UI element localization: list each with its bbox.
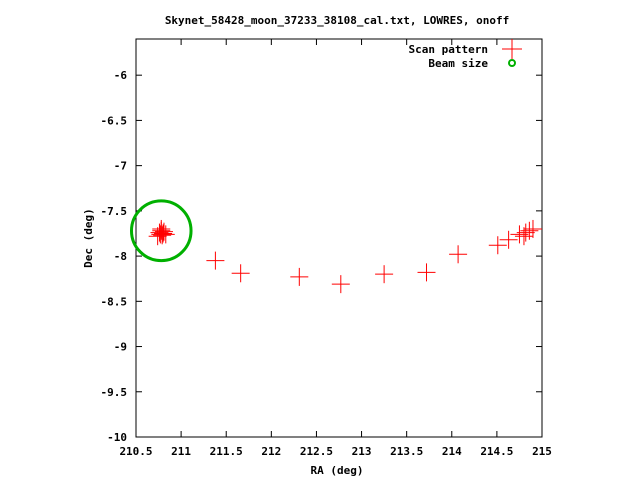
x-tick-label: 210.5 <box>119 445 152 458</box>
scan-point <box>290 267 309 286</box>
x-tick-label: 212 <box>261 445 281 458</box>
scan-point <box>516 223 535 242</box>
scan-point <box>417 263 436 282</box>
scan-point <box>523 219 542 238</box>
beam-circle <box>129 199 193 263</box>
legend-label-beam-size: Beam size <box>428 57 488 70</box>
scan-pattern-series <box>148 219 542 294</box>
scan-point <box>156 225 175 244</box>
x-axis: 210.5 211 211.5 212 212.5 213 213.5 214 214.5 215 <box>119 39 552 458</box>
y-tick-label: -9.5 <box>101 386 128 399</box>
x-tick-label: 211 <box>171 445 191 458</box>
chart-title: Skynet_58428_moon_37233_38108_cal.txt, L… <box>165 14 509 27</box>
y-tick-label: -6 <box>114 69 128 82</box>
beam-size-series <box>129 199 193 263</box>
scan-point <box>520 221 539 240</box>
scan-point <box>206 251 225 270</box>
x-axis-label: RA (deg) <box>311 464 364 477</box>
plot-frame <box>135 38 543 438</box>
scan-point <box>154 224 173 243</box>
legend-marker-scan-pattern <box>502 39 522 59</box>
scan-point <box>488 236 507 255</box>
y-axis-label: Dec (deg) <box>82 208 95 268</box>
x-tick-label: 213.5 <box>390 445 423 458</box>
scan-point <box>148 227 167 246</box>
legend-marker-beam-size <box>508 59 516 67</box>
y-tick-label: -10 <box>107 431 127 444</box>
scan-point <box>375 265 394 284</box>
y-tick-label: -8 <box>114 250 127 263</box>
x-tick-label: 214.5 <box>480 445 513 458</box>
scan-point <box>449 245 468 264</box>
y-tick-label: -6.5 <box>101 114 128 127</box>
legend: Scan pattern Beam size <box>409 39 522 70</box>
scan-point <box>152 219 171 238</box>
y-tick-label: -7.5 <box>101 205 128 218</box>
y-axis: -6 -6.5 -7 -7.5 -8 -8.5 -9 -9.5 -10 <box>101 69 542 444</box>
x-tick-label: 212.5 <box>300 445 333 458</box>
y-tick-label: -8.5 <box>101 295 128 308</box>
x-tick-label: 215 <box>532 445 552 458</box>
y-tick-label: -7 <box>114 160 127 173</box>
x-tick-label: 213 <box>352 445 372 458</box>
scan-point <box>231 264 250 283</box>
x-tick-label: 211.5 <box>210 445 243 458</box>
x-tick-label: 214 <box>442 445 462 458</box>
scan-point <box>331 275 350 294</box>
y-tick-label: -9 <box>114 341 127 354</box>
scan-point <box>514 227 533 246</box>
scan-point <box>499 230 518 249</box>
legend-label-scan-pattern: Scan pattern <box>409 43 488 56</box>
